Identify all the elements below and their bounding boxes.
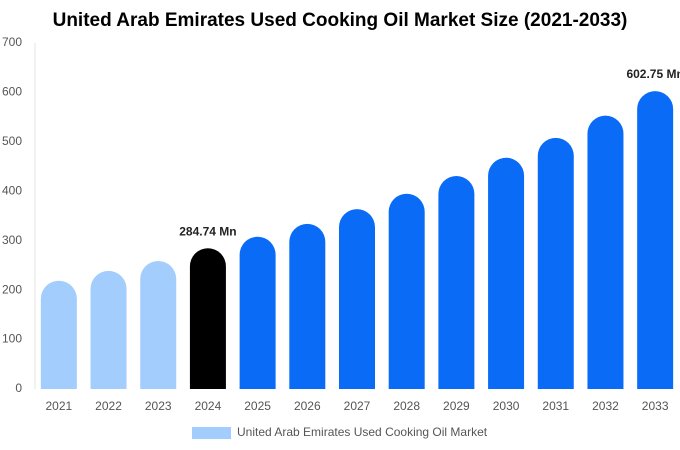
x-tick-label: 2028	[393, 399, 420, 413]
x-tick-label: 2026	[294, 399, 321, 413]
bar	[90, 270, 127, 389]
x-tick-label: 2021	[45, 399, 72, 413]
y-tick-label: 400	[2, 183, 22, 197]
y-tick-label: 300	[2, 233, 22, 247]
bar	[140, 260, 177, 389]
x-tick-label: 2024	[195, 399, 222, 413]
legend-swatch	[192, 427, 231, 439]
x-tick-label: 2032	[592, 399, 619, 413]
chart-title: United Arab Emirates Used Cooking Oil Ma…	[53, 10, 628, 31]
bar	[189, 248, 226, 389]
bar	[40, 280, 77, 389]
y-tick-label: 100	[2, 332, 22, 346]
bar	[637, 91, 674, 390]
y-tick-label: 0	[15, 381, 22, 395]
x-tick-label: 2033	[642, 399, 669, 413]
data-label: 284.74 Mn	[179, 224, 236, 238]
bar	[438, 175, 475, 389]
legend-label: United Arab Emirates Used Cooking Oil Ma…	[237, 425, 488, 439]
y-tick-label: 200	[2, 282, 22, 296]
bar	[388, 193, 425, 389]
y-tick-label: 700	[2, 35, 22, 49]
bar	[587, 115, 624, 389]
bar	[239, 236, 276, 389]
bar	[488, 157, 525, 389]
x-tick-label: 2030	[493, 399, 520, 413]
y-tick-label: 600	[2, 85, 22, 99]
bar	[537, 137, 574, 389]
x-tick-label: 2023	[145, 399, 172, 413]
x-tick-label: 2031	[542, 399, 569, 413]
x-tick-label: 2025	[244, 399, 271, 413]
y-tick-label: 500	[2, 134, 22, 148]
x-tick-label: 2022	[95, 399, 122, 413]
x-tick-label: 2027	[344, 399, 371, 413]
bar	[289, 223, 326, 389]
bar	[339, 209, 375, 389]
x-tick-label: 2029	[443, 399, 470, 413]
data-label: 602.75 Mn	[626, 67, 680, 81]
